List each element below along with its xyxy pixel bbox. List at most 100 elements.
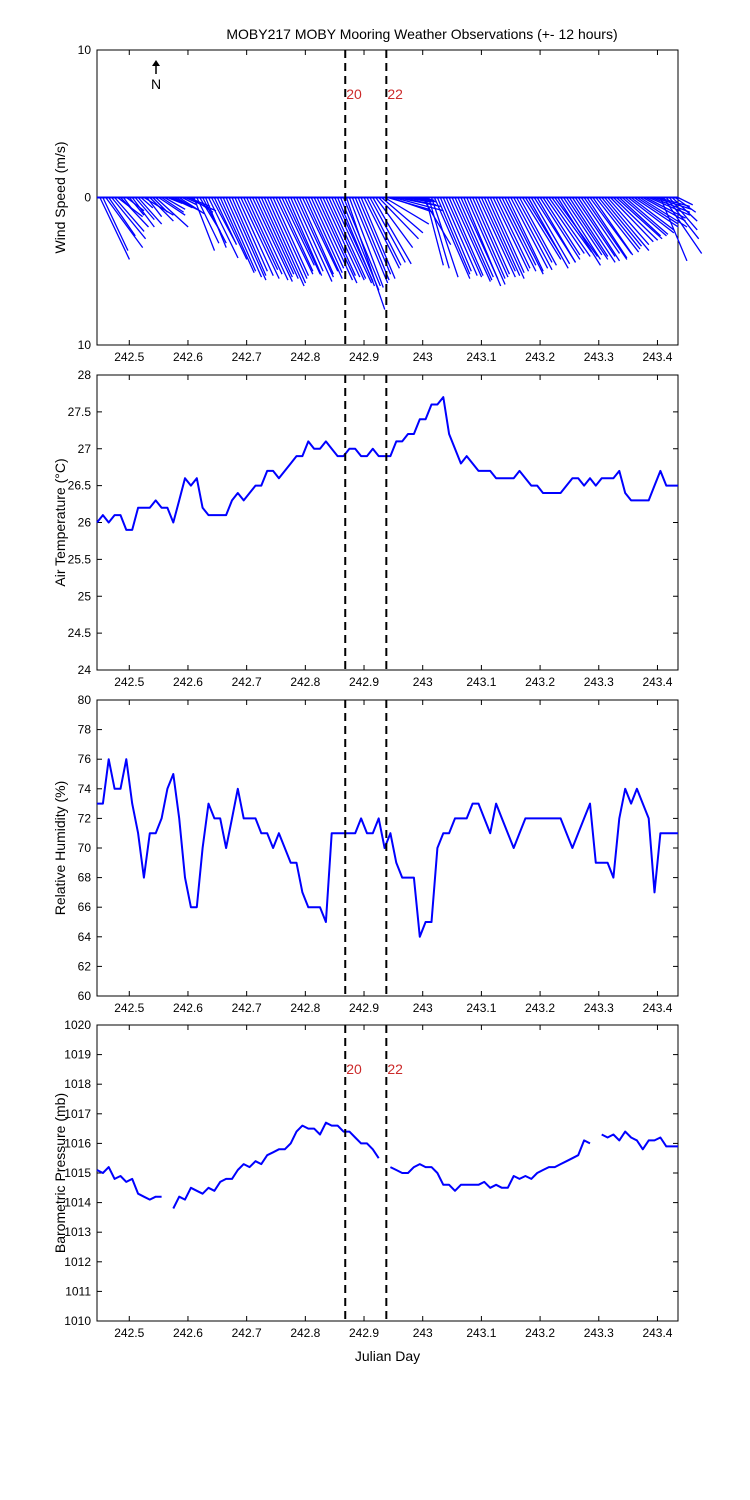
wind-stick bbox=[425, 197, 444, 266]
x-tick-label: 243.4 bbox=[642, 1001, 672, 1015]
wind-stick bbox=[507, 197, 544, 272]
wind-stick bbox=[439, 197, 472, 272]
time-marker-label: 20 bbox=[346, 1061, 362, 1077]
wind-stick bbox=[583, 197, 628, 260]
wind-stick bbox=[427, 197, 450, 269]
x-tick-label: 243.3 bbox=[584, 1001, 614, 1015]
chart-panels: 242.5 242.6 242.7 242.8 242.9 243 243.1 243.2 24… bbox=[52, 43, 703, 1364]
x-tick-label: 243.2 bbox=[525, 350, 555, 364]
wind-stick bbox=[102, 197, 129, 251]
wind-stick bbox=[651, 196, 691, 213]
wind-stick bbox=[574, 197, 616, 257]
wind-stick bbox=[474, 197, 511, 275]
x-tick-label: 242.8 bbox=[290, 1326, 320, 1340]
wind-speed-panel: 242.5 242.6 242.7 242.8 242.9 243 243.1 243.2 24… bbox=[52, 43, 703, 364]
wind-stick bbox=[516, 197, 553, 263]
x-tick-label: 243.2 bbox=[525, 1001, 555, 1015]
y-tick-label: 25 bbox=[78, 589, 92, 603]
wind-stick bbox=[360, 197, 396, 279]
y-tick-label: 78 bbox=[78, 723, 92, 737]
y-tick-label: 27 bbox=[78, 442, 92, 456]
wind-stick bbox=[260, 197, 299, 279]
wind-stick bbox=[219, 197, 255, 273]
y-tick-label: 60 bbox=[78, 989, 92, 1003]
wind-stick bbox=[331, 197, 373, 284]
wind-stick bbox=[310, 197, 345, 269]
x-tick-label: 242.9 bbox=[349, 1326, 379, 1340]
y-tick-label: 1010 bbox=[64, 1314, 91, 1328]
wind-stick bbox=[158, 196, 186, 216]
wind-stick bbox=[483, 197, 521, 276]
data-line bbox=[389, 1139, 591, 1192]
y-tick-label: 1014 bbox=[64, 1196, 91, 1210]
y-tick-label: 10 bbox=[78, 338, 92, 352]
wind-stick bbox=[595, 197, 640, 253]
x-tick-label: 243.1 bbox=[466, 1001, 496, 1015]
wind-stick bbox=[228, 197, 267, 281]
wind-stick bbox=[131, 197, 155, 228]
wind-stick bbox=[592, 197, 634, 256]
y-tick-label: 80 bbox=[78, 693, 92, 707]
x-tick-label: 242.7 bbox=[232, 350, 262, 364]
wind-stick bbox=[111, 197, 147, 240]
wind-stick bbox=[357, 197, 392, 275]
wind-stick bbox=[301, 197, 339, 272]
wind-stick bbox=[378, 197, 419, 240]
time-marker-label: 22 bbox=[387, 1061, 403, 1077]
wind-stick bbox=[671, 197, 698, 222]
wind-stick bbox=[105, 197, 144, 249]
wind-stick bbox=[108, 197, 136, 237]
x-tick-label: 242.7 bbox=[232, 1326, 262, 1340]
wind-stick bbox=[677, 196, 694, 206]
wind-stick bbox=[542, 197, 581, 256]
wind-stick bbox=[337, 197, 376, 287]
wind-stick bbox=[375, 197, 414, 249]
wind-stick bbox=[645, 196, 686, 219]
wind-stick bbox=[363, 197, 401, 269]
wind-stick bbox=[328, 197, 367, 279]
wind-stick bbox=[161, 196, 185, 213]
wind-stick bbox=[636, 196, 679, 225]
wind-stick bbox=[627, 196, 675, 234]
wind-stick bbox=[146, 197, 163, 218]
wind-stick bbox=[501, 197, 537, 266]
wind-stick bbox=[213, 197, 238, 245]
wind-stick bbox=[128, 197, 145, 216]
x-tick-label: 242.9 bbox=[349, 1001, 379, 1015]
wind-stick bbox=[659, 197, 688, 262]
x-tick-label: 243.3 bbox=[584, 350, 614, 364]
y-tick-label: 26.5 bbox=[68, 479, 92, 493]
x-tick-label: 243 bbox=[413, 1326, 433, 1340]
x-tick-label: 243.2 bbox=[525, 675, 555, 689]
wind-stick bbox=[204, 197, 227, 248]
wind-stick bbox=[193, 197, 216, 251]
x-tick-label: 243.2 bbox=[525, 1326, 555, 1340]
x-tick-label: 242.9 bbox=[349, 350, 379, 364]
y-tick-label: 62 bbox=[78, 959, 92, 973]
y-tick-label: 1012 bbox=[64, 1255, 91, 1269]
wind-stick bbox=[510, 197, 549, 269]
wind-stick bbox=[665, 197, 700, 240]
wind-stick bbox=[498, 197, 537, 272]
wind-stick bbox=[489, 197, 525, 273]
y-tick-label: 0 bbox=[84, 191, 91, 205]
wind-stick bbox=[639, 196, 688, 228]
y-tick-label: 72 bbox=[78, 811, 92, 825]
x-tick-label: 243.4 bbox=[642, 350, 672, 364]
wind-stick bbox=[615, 197, 663, 240]
y-tick-label: 1018 bbox=[64, 1077, 91, 1091]
wind-stick bbox=[472, 197, 509, 278]
wind-stick bbox=[278, 197, 314, 272]
wind-stick bbox=[257, 197, 295, 275]
wind-stick bbox=[225, 197, 263, 278]
x-tick-label: 243.3 bbox=[584, 675, 614, 689]
wind-stick bbox=[518, 197, 557, 266]
wind-stick bbox=[536, 197, 577, 263]
y-tick-label: 27.5 bbox=[68, 405, 92, 419]
wind-stick bbox=[275, 197, 314, 275]
time-marker-label: 20 bbox=[346, 86, 362, 102]
time-marker-label: 22 bbox=[387, 86, 403, 102]
y-tick-label: 1011 bbox=[65, 1284, 91, 1298]
x-tick-label: 243.4 bbox=[642, 1326, 672, 1340]
